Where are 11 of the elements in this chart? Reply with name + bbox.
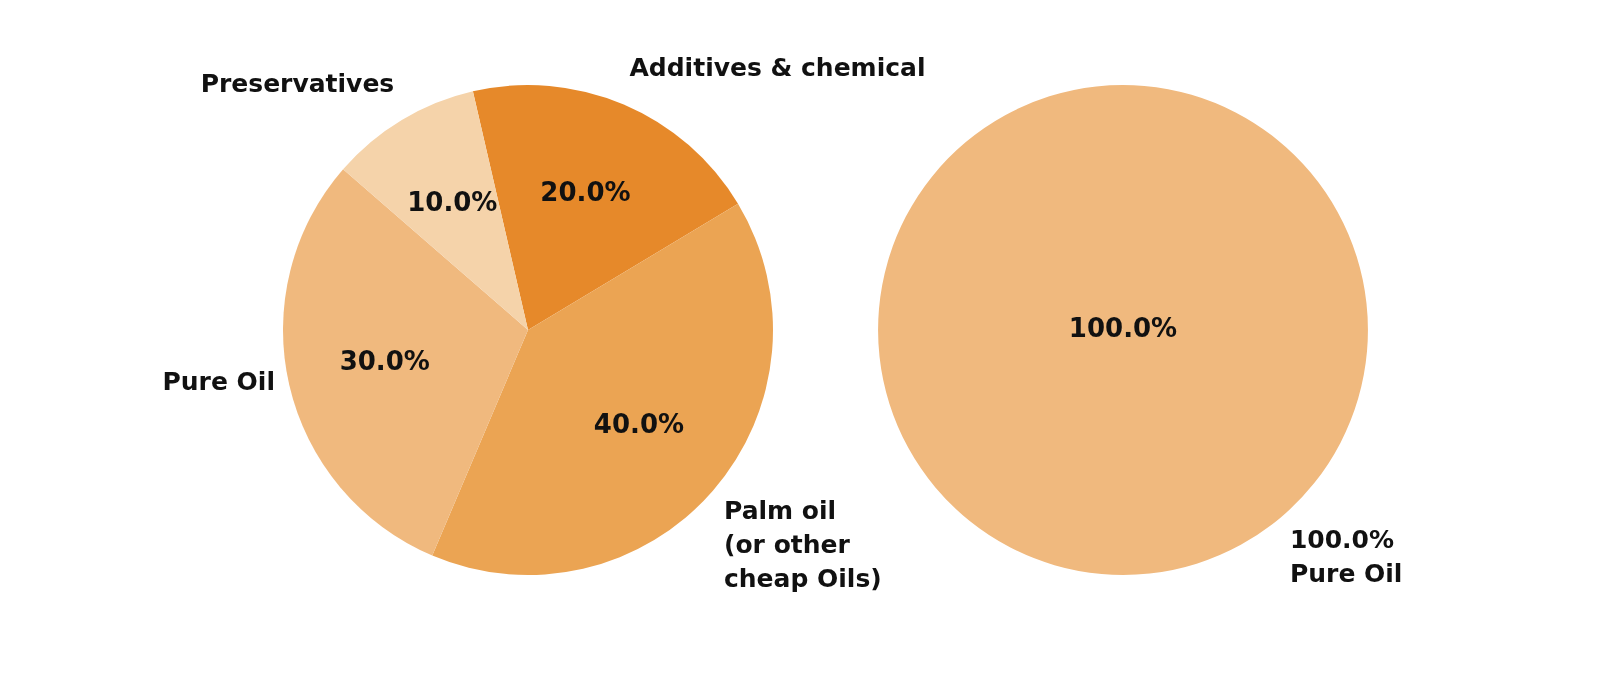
slice-label: Preservatives — [200, 69, 395, 99]
slice-label: Additives & chemical — [629, 52, 926, 82]
data-label: 30.0% — [339, 345, 430, 376]
data-label: 100.0% — [1068, 312, 1178, 343]
text: 100.0% — [1289, 524, 1395, 554]
data-label: 20.0% — [540, 177, 631, 208]
data-label: 10.0% — [407, 186, 498, 217]
data-label: 40.0% — [593, 409, 685, 440]
slice-label: Pure Oil — [162, 367, 275, 397]
slice-label: Pure Oil — [1289, 558, 1403, 588]
slice-label: Palm oil (or other cheap Oils) — [724, 496, 882, 594]
